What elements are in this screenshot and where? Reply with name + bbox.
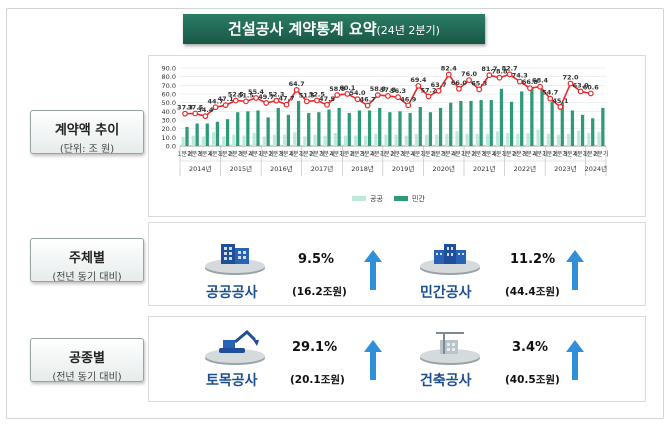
public-name: 공공공사	[206, 285, 258, 301]
building-name: 건축공사	[420, 373, 472, 389]
up-arrow-icon	[364, 340, 382, 380]
type-sub: (전년 동기 대비)	[52, 372, 122, 383]
up-arrow-icon	[566, 250, 584, 290]
trend-title: 계약액 추이	[54, 123, 120, 138]
type-label: 공종별 (전년 동기 대비)	[30, 338, 144, 383]
private-name: 민간공사	[420, 285, 472, 301]
title-text: 건설공사 계약통계 요약	[228, 20, 377, 38]
building-icon	[205, 244, 265, 275]
civil-name: 토목공사	[206, 373, 258, 389]
building-pct: 3.4%	[512, 340, 549, 355]
page-title: 건설공사 계약통계 요약(24년 2분기)	[183, 14, 485, 44]
trend-label: 계약액 추이 (단위: 조 원)	[30, 110, 144, 155]
excavator-icon	[205, 330, 265, 365]
public-pct: 9.5%	[298, 252, 335, 267]
office-buildings-icon	[420, 244, 480, 275]
crane-construction-icon	[420, 332, 480, 365]
up-arrow-icon	[364, 250, 382, 290]
building-amount: (40.5조원)	[505, 374, 560, 386]
private-pct: 11.2%	[510, 252, 556, 267]
trend-panel	[148, 55, 646, 217]
civil-pct: 29.1%	[292, 340, 338, 355]
public-amount: (16.2조원)	[292, 286, 347, 298]
civil-amount: (20.1조원)	[290, 374, 345, 386]
private-amount: (44.4조원)	[505, 286, 560, 298]
entity-title: 주체별	[69, 251, 105, 266]
type-title: 공종별	[69, 351, 105, 366]
entity-sub: (전년 동기 대비)	[52, 272, 122, 283]
trend-unit: (단위: 조 원)	[59, 144, 115, 155]
title-subtitle: (24년 2분기)	[376, 24, 440, 37]
entity-label: 주체별 (전년 동기 대비)	[30, 238, 144, 283]
up-arrow-icon	[566, 340, 584, 380]
